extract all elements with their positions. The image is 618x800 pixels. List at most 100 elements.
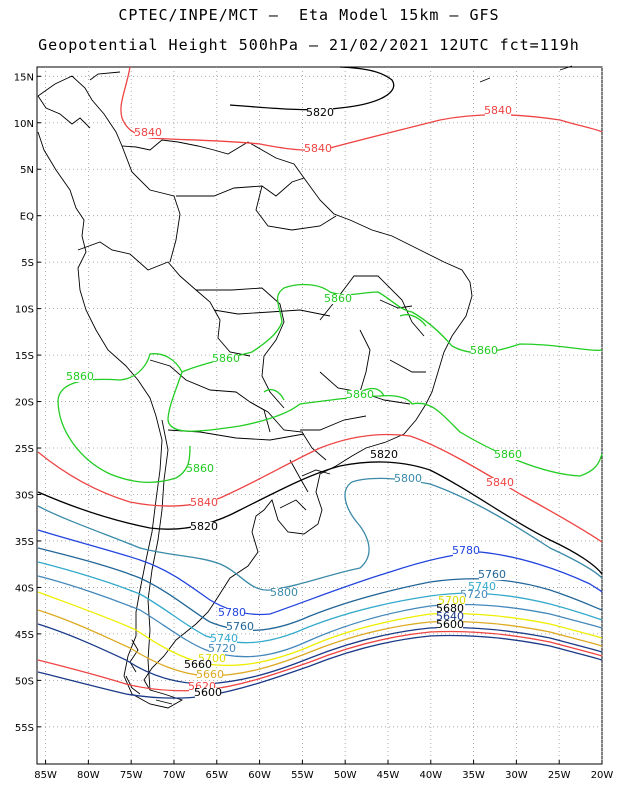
contour-label-bg [437, 604, 463, 614]
lon-tick-label: 65W [205, 770, 228, 781]
contour-label: 5740 [468, 580, 496, 593]
lat-tick-label: 5N [20, 165, 34, 176]
contour-5860-a [57, 353, 603, 477]
coastline-borders [37, 65, 573, 709]
map-frame [36, 66, 603, 765]
lat-tick-label: EQ [20, 212, 34, 223]
contour-label: 5820 [306, 106, 334, 119]
lat-tick-label: 10S [15, 305, 34, 316]
contour-label-bg [453, 546, 479, 556]
contour-label: 5660 [196, 668, 224, 681]
lon-tick-label: 30W [505, 770, 528, 781]
lon-tick-label: 45W [377, 770, 400, 781]
contour-5680 [37, 609, 603, 677]
contour-label-bg [197, 670, 223, 680]
contour-label-bg [209, 644, 235, 654]
map-grid [37, 67, 603, 764]
contour-label: 5860 [66, 370, 94, 383]
contour-label: 5860 [324, 292, 352, 305]
contour-label: 5640 [436, 610, 464, 623]
contour-label-bg [305, 144, 331, 154]
border-venezuela-guyana [176, 177, 337, 231]
contour-label: 5780 [452, 544, 480, 557]
contour-label-bg [191, 498, 217, 508]
contour-label: 5840 [304, 142, 332, 155]
contour-5620 [37, 634, 603, 699]
contour-label-bg [189, 682, 215, 692]
lon-tick-label: 20W [591, 770, 614, 781]
contour-label: 5860 [346, 388, 374, 401]
lat-tick-label: 25S [15, 444, 34, 455]
contour-label: 5820 [370, 448, 398, 461]
contour-label-bg [461, 590, 487, 600]
contour-label: 5860 [494, 448, 522, 461]
contour-5720 [37, 575, 603, 658]
contour-label-bg [187, 464, 213, 474]
height-contours [37, 66, 603, 699]
contour-label: 5860 [470, 344, 498, 357]
contour-label: 5860 [212, 352, 240, 365]
lat-tick-label: 30S [15, 490, 34, 501]
lat-tick-label: 10N [14, 119, 34, 130]
contour-label: 5820 [190, 520, 218, 533]
contour-label: 5840 [134, 126, 162, 139]
coastline-central-america [37, 95, 91, 129]
contour-label: 5840 [190, 496, 218, 509]
lat-tick-label: 55S [15, 723, 34, 734]
contour-5780 [37, 529, 603, 616]
contour-label-bg [479, 570, 505, 580]
coastline-south-america [37, 75, 473, 709]
contour-label: 5600 [436, 618, 464, 631]
contour-label: 5840 [486, 476, 514, 489]
lon-tick-label: 25W [548, 770, 571, 781]
contour-label: 5840 [484, 104, 512, 117]
border-uruguay [279, 469, 331, 511]
lat-tick-label: 40S [15, 583, 34, 594]
contour-label-bg [347, 390, 373, 400]
contour-label-bg [271, 588, 297, 598]
lon-tick-label: 55W [291, 770, 314, 781]
lon-tick-label: 70W [163, 770, 186, 781]
contour-label: 5800 [270, 586, 298, 599]
contour-5640 [37, 630, 603, 692]
lon-tick-label: 85W [34, 770, 57, 781]
contour-5760 [37, 547, 603, 632]
contour-label-bg [437, 612, 463, 622]
contour-label: 5800 [394, 472, 422, 485]
axis-ticks: 15N 10N 5N EQ 5S 10S 15S 20S 25S 30S 35S 40S 45S 50S 5… [14, 72, 614, 781]
contour-label-bg [439, 596, 465, 606]
contour-label-bg [485, 106, 511, 116]
contour-5820 [37, 461, 603, 575]
coastline-chiloe-islands [125, 639, 173, 705]
contour-label-bg [135, 128, 161, 138]
contour-label-bg [213, 354, 239, 364]
map-subtitle: Geopotential Height 500hPa – 21/02/2021 … [38, 36, 580, 54]
contour-label-bg [195, 688, 221, 698]
lat-tick-label: 35S [15, 537, 34, 548]
contour-label-bg [325, 294, 351, 304]
lon-tick-label: 35W [462, 770, 485, 781]
contour-label-bg [67, 372, 93, 382]
contour-label-bg [395, 474, 421, 484]
contour-label: 5600 [194, 686, 222, 699]
lat-tick-label: 45S [15, 630, 34, 641]
border-argentina-chile [147, 419, 169, 691]
contour-label-bg [191, 522, 217, 532]
contour-5800 [37, 477, 603, 591]
border-brazil-bolivia [196, 287, 285, 409]
contour-label-bg [471, 346, 497, 356]
contour-label-bg [469, 582, 495, 592]
lat-tick-label: 15S [15, 351, 34, 362]
lat-tick-label: 50S [15, 676, 34, 687]
contour-label: 5720 [460, 588, 488, 601]
contour-label-bg [219, 608, 245, 618]
lat-tick-label: 15N [14, 72, 34, 83]
contour-label-bg [211, 634, 237, 644]
contour-labels: 5820 5840 5840 5840 5860 5860 5860 5860 5860 5860… [66, 104, 522, 699]
contour-label-bg [371, 450, 397, 460]
contour-label-bg [185, 660, 211, 670]
lon-tick-label: 60W [248, 770, 271, 781]
contour-label-bg [307, 108, 333, 118]
contour-5660 [37, 623, 603, 685]
